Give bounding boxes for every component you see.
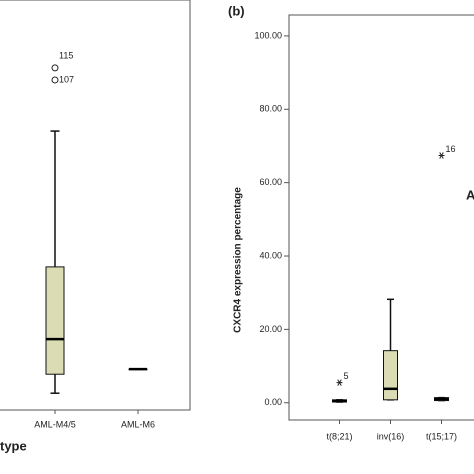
outlier-label: 5 [344,371,349,381]
y-tick-label: 80.00 [259,104,282,114]
x-tick-label: inv(16) [377,431,405,441]
y-tick-label: 0.00 [264,397,282,407]
plot-frame [0,0,191,411]
outlier [51,76,59,84]
outlier-label: 115 [59,50,73,60]
outlier [336,379,343,386]
x-tick-label: t(15;17) [426,431,457,441]
x-axis-label: type [0,438,27,453]
x-axis-label: A [466,187,474,202]
outlier [438,152,445,159]
y-tick-label: 40.00 [259,250,282,260]
outlier [51,64,59,72]
x-tick-label: AML-M4/5 [34,419,76,429]
y-axis-label: CXCR4 expression percentage [233,187,244,333]
x-tick-label: t(8;21) [326,431,352,441]
outlier-label: 107 [59,74,74,84]
outlier-label: 16 [446,144,456,154]
y-tick-label: 20.00 [259,324,282,334]
x-tick-label: AML-M6 [121,419,155,429]
plot-frame [288,14,474,421]
y-tick-label: 100.00 [254,30,282,40]
box [383,350,398,401]
box [45,266,65,375]
y-tick-label: 60.00 [259,177,282,187]
panel-label: (b) [228,3,245,18]
